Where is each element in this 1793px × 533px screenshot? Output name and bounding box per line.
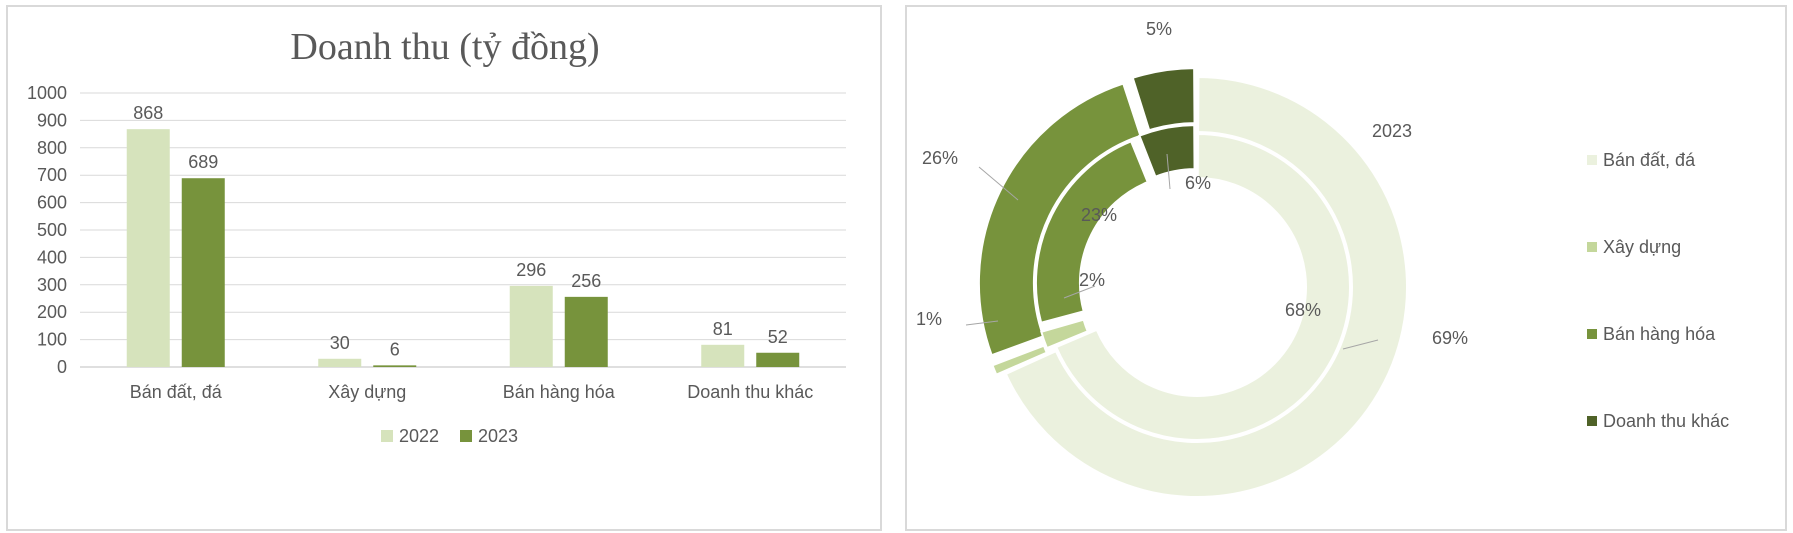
slice-label: 26% (922, 148, 958, 168)
donut-chart: 69% 1% 26% 5% 68% 2% 23% 6% 2023 Bán đất, đá Xây d… (916, 19, 1729, 499)
slice-label: 5% (1146, 19, 1172, 39)
x-tick-label: Bán hàng hóa (503, 382, 616, 402)
donut-title: 2023 (1372, 121, 1412, 141)
leader-line (965, 320, 999, 326)
data-label: 6 (390, 339, 400, 359)
slice-label: 6% (1185, 173, 1211, 193)
slice-label: 69% (1432, 328, 1468, 348)
bar (756, 352, 800, 367)
y-tick-label: 0 (57, 357, 67, 377)
donut-slice (991, 344, 1049, 376)
data-label: 868 (133, 103, 163, 123)
leader-line (1342, 339, 1379, 350)
bar (181, 178, 225, 367)
slice-label: 23% (1081, 205, 1117, 225)
y-tick-label: 300 (37, 275, 67, 295)
donut-slice (1004, 76, 1408, 499)
y-tick-label: 900 (37, 110, 67, 130)
data-label: 30 (330, 333, 350, 353)
bar-chart: Doanh thu (tỷ đồng) 0 100 200 300 400 500 600 70… (27, 26, 846, 446)
x-tick-label: Doanh thu khác (687, 382, 813, 402)
legend-swatch (1587, 329, 1597, 339)
y-tick-label: 1000 (27, 83, 67, 103)
x-tick-label: Xây dựng (328, 382, 406, 402)
legend-label: Bán đất, đá (1603, 150, 1696, 170)
bar (373, 365, 417, 367)
legend-label: Doanh thu khác (1603, 411, 1729, 431)
y-tick-label: 800 (37, 138, 67, 158)
y-tick-label: 500 (37, 220, 67, 240)
legend-swatch (1587, 155, 1597, 165)
bar (701, 344, 745, 367)
chart-title: Doanh thu (tỷ đồng) (290, 26, 599, 68)
bar (126, 129, 170, 367)
slice-label: 68% (1285, 300, 1321, 320)
legend-swatch (1587, 242, 1597, 252)
legend-swatch (1587, 416, 1597, 426)
slice-label: 2% (1079, 270, 1105, 290)
y-tick-label: 600 (37, 193, 67, 213)
data-label: 52 (768, 327, 788, 347)
data-label: 689 (188, 152, 218, 172)
donut-slice (1131, 67, 1196, 132)
y-tick-label: 100 (37, 330, 67, 350)
legend-swatch (381, 430, 393, 442)
bar-chart-panel: Doanh thu (tỷ đồng) 0 100 200 300 400 500 600 70… (6, 5, 882, 531)
leader-line (978, 166, 1019, 201)
data-label: 296 (516, 260, 546, 280)
legend-swatch (460, 430, 472, 442)
legend-label: Bán hàng hóa (1603, 324, 1716, 344)
donut-slice (977, 82, 1142, 357)
data-label: 256 (571, 271, 601, 291)
legend-label: Xây dựng (1603, 237, 1681, 257)
leader-line (1166, 153, 1171, 190)
bar (509, 285, 553, 367)
bar (318, 358, 362, 367)
legend-label: 2023 (478, 426, 518, 446)
leader-line (1063, 285, 1096, 299)
donut-slice (1138, 124, 1196, 178)
data-label: 81 (713, 319, 733, 339)
legend-label: 2022 (399, 426, 439, 446)
donut-chart-panel: 69% 1% 26% 5% 68% 2% 23% 6% 2023 Bán đất, đá Xây d… (905, 5, 1787, 531)
y-tick-label: 200 (37, 302, 67, 322)
donut-slice (1040, 318, 1089, 350)
y-tick-label: 700 (37, 165, 67, 185)
slice-label: 1% (916, 309, 942, 329)
x-tick-label: Bán đất, đá (130, 382, 223, 402)
bar (564, 296, 608, 367)
y-tick-label: 400 (37, 247, 67, 267)
donut-slice (1034, 140, 1150, 324)
donut-slice (1054, 132, 1351, 441)
